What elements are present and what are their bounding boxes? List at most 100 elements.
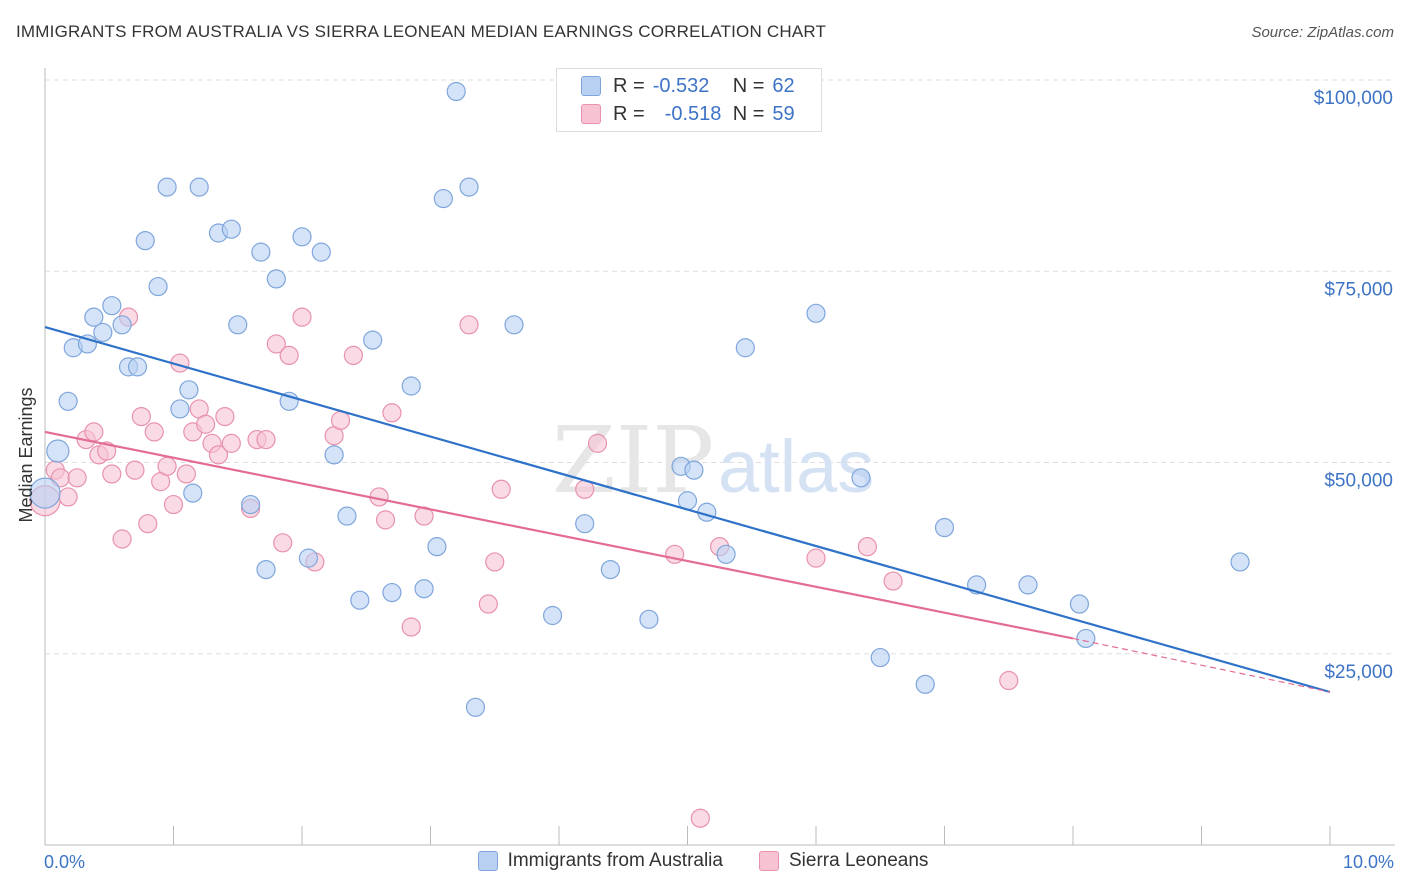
sierra-leonean-point xyxy=(382,403,402,423)
australia-point xyxy=(1076,628,1096,649)
australia-point xyxy=(256,559,276,580)
sierra-leonean-point xyxy=(176,464,196,484)
correlation-legend: R = -0.532 N = 62 R = -0.518 N = 59 xyxy=(556,68,822,132)
legend-item-australia[interactable]: Immigrants from Australia xyxy=(477,850,723,872)
sierra-leonean-point xyxy=(485,552,505,572)
sierra-leonean-point xyxy=(84,422,104,442)
australia-point xyxy=(600,559,621,580)
legend-swatch-blue xyxy=(581,76,601,96)
australia-point xyxy=(851,468,871,488)
chart-title: IMMIGRANTS FROM AUSTRALIA VS SIERRA LEON… xyxy=(16,22,827,41)
sierra-leonean-point xyxy=(491,479,511,499)
australia-point xyxy=(716,544,736,564)
y-axis-label: Median Earnings xyxy=(16,387,36,522)
legend-swatch-blue xyxy=(477,851,498,871)
n-value: 59 xyxy=(772,102,795,125)
australia-point xyxy=(427,537,447,557)
australia-point xyxy=(46,439,70,463)
australia-point xyxy=(414,579,434,599)
australia-point xyxy=(382,582,402,603)
r-label: R = xyxy=(613,74,645,97)
source-label: Source: ZipAtlas.com xyxy=(1251,24,1394,41)
legend-row-sierra-leoneans: R = -0.518 N = 59 xyxy=(581,100,795,128)
n-label: N = xyxy=(732,74,765,97)
sierra-leonean-point xyxy=(208,445,229,465)
sierra-leonean-point xyxy=(478,594,498,614)
australia-point xyxy=(148,276,168,297)
watermark-atlas: atlas xyxy=(718,425,874,508)
legend-swatch-pink xyxy=(581,104,601,124)
sierra-leonean-point xyxy=(196,414,216,434)
australia-point xyxy=(401,376,421,396)
watermark: ZIP atlas xyxy=(552,407,874,514)
y-tick-label: $50,000 xyxy=(1324,471,1393,492)
legend-label: Sierra Leoneans xyxy=(788,850,929,871)
y-tick-labels: $100,000 $75,000 $50,000 $25,000 xyxy=(1314,88,1393,683)
australia-point xyxy=(183,483,203,503)
r-value: -0.518 xyxy=(664,102,722,125)
australia-point xyxy=(29,477,61,509)
x-tick-label-min: 0.0% xyxy=(44,852,86,872)
sierra-leonean-point xyxy=(857,537,878,557)
trend-lines xyxy=(44,326,1331,694)
sierra-leonean-point xyxy=(125,460,145,480)
australia-point xyxy=(465,697,486,717)
sierra-leonean-trend-extension xyxy=(1072,637,1331,693)
sierra-leonean-point xyxy=(131,407,151,427)
sierra-leonean-point xyxy=(459,315,479,335)
australia-points xyxy=(29,81,1250,717)
australia-point xyxy=(446,81,466,102)
sierra-leonean-point xyxy=(221,433,241,453)
sierra-leonean-point xyxy=(690,808,710,828)
sierra-leonean-point xyxy=(330,410,351,431)
australia-point xyxy=(241,494,261,515)
sierra-leonean-point xyxy=(112,529,132,549)
sierra-leonean-point xyxy=(163,494,184,515)
australia-point xyxy=(639,609,659,629)
australia-point xyxy=(337,506,357,526)
australia-point xyxy=(806,303,826,323)
australia-point xyxy=(170,399,190,419)
y-tick-label: $100,000 xyxy=(1314,88,1393,109)
sierra-leonean-trend-line xyxy=(44,430,1074,640)
australia-point xyxy=(1230,552,1250,572)
sierra-leonean-point xyxy=(343,345,363,365)
legend-swatch-pink xyxy=(758,851,779,871)
australia-point xyxy=(684,460,704,480)
australia-point xyxy=(433,188,453,209)
r-value: -0.532 xyxy=(652,74,710,97)
australia-point xyxy=(58,391,78,411)
australia-point xyxy=(350,590,370,610)
sierra-leonean-point xyxy=(138,514,158,534)
axes xyxy=(44,68,1395,846)
australia-point xyxy=(504,315,524,335)
australia-point xyxy=(311,242,331,262)
sierra-leonean-point xyxy=(279,345,299,365)
australia-point xyxy=(459,177,479,197)
australia-point xyxy=(298,548,319,568)
y-tick-label: $25,000 xyxy=(1324,662,1393,683)
sierra-leonean-point xyxy=(292,307,312,327)
sierra-leonean-point xyxy=(215,407,235,427)
australia-point xyxy=(542,605,563,626)
australia-point xyxy=(127,357,148,377)
australia-point xyxy=(324,445,344,465)
n-label: N = xyxy=(732,102,765,125)
australia-point xyxy=(189,177,209,197)
sierra-leonean-point xyxy=(97,441,117,461)
sierra-leonean-point xyxy=(401,617,421,637)
legend-item-sierra-leoneans[interactable]: Sierra Leoneans xyxy=(758,850,929,872)
australia-point xyxy=(157,177,177,197)
sierra-leonean-point xyxy=(102,464,122,484)
sierra-leonean-point xyxy=(587,433,608,453)
australia-point xyxy=(870,647,890,668)
australia-point xyxy=(221,219,241,239)
sierra-leonean-point xyxy=(273,533,293,553)
australia-point xyxy=(1018,575,1038,595)
sierra-leonean-point xyxy=(375,510,396,530)
australia-point xyxy=(84,307,104,327)
australia-point xyxy=(1069,594,1090,614)
australia-point xyxy=(266,269,286,289)
australia-point xyxy=(735,338,755,358)
